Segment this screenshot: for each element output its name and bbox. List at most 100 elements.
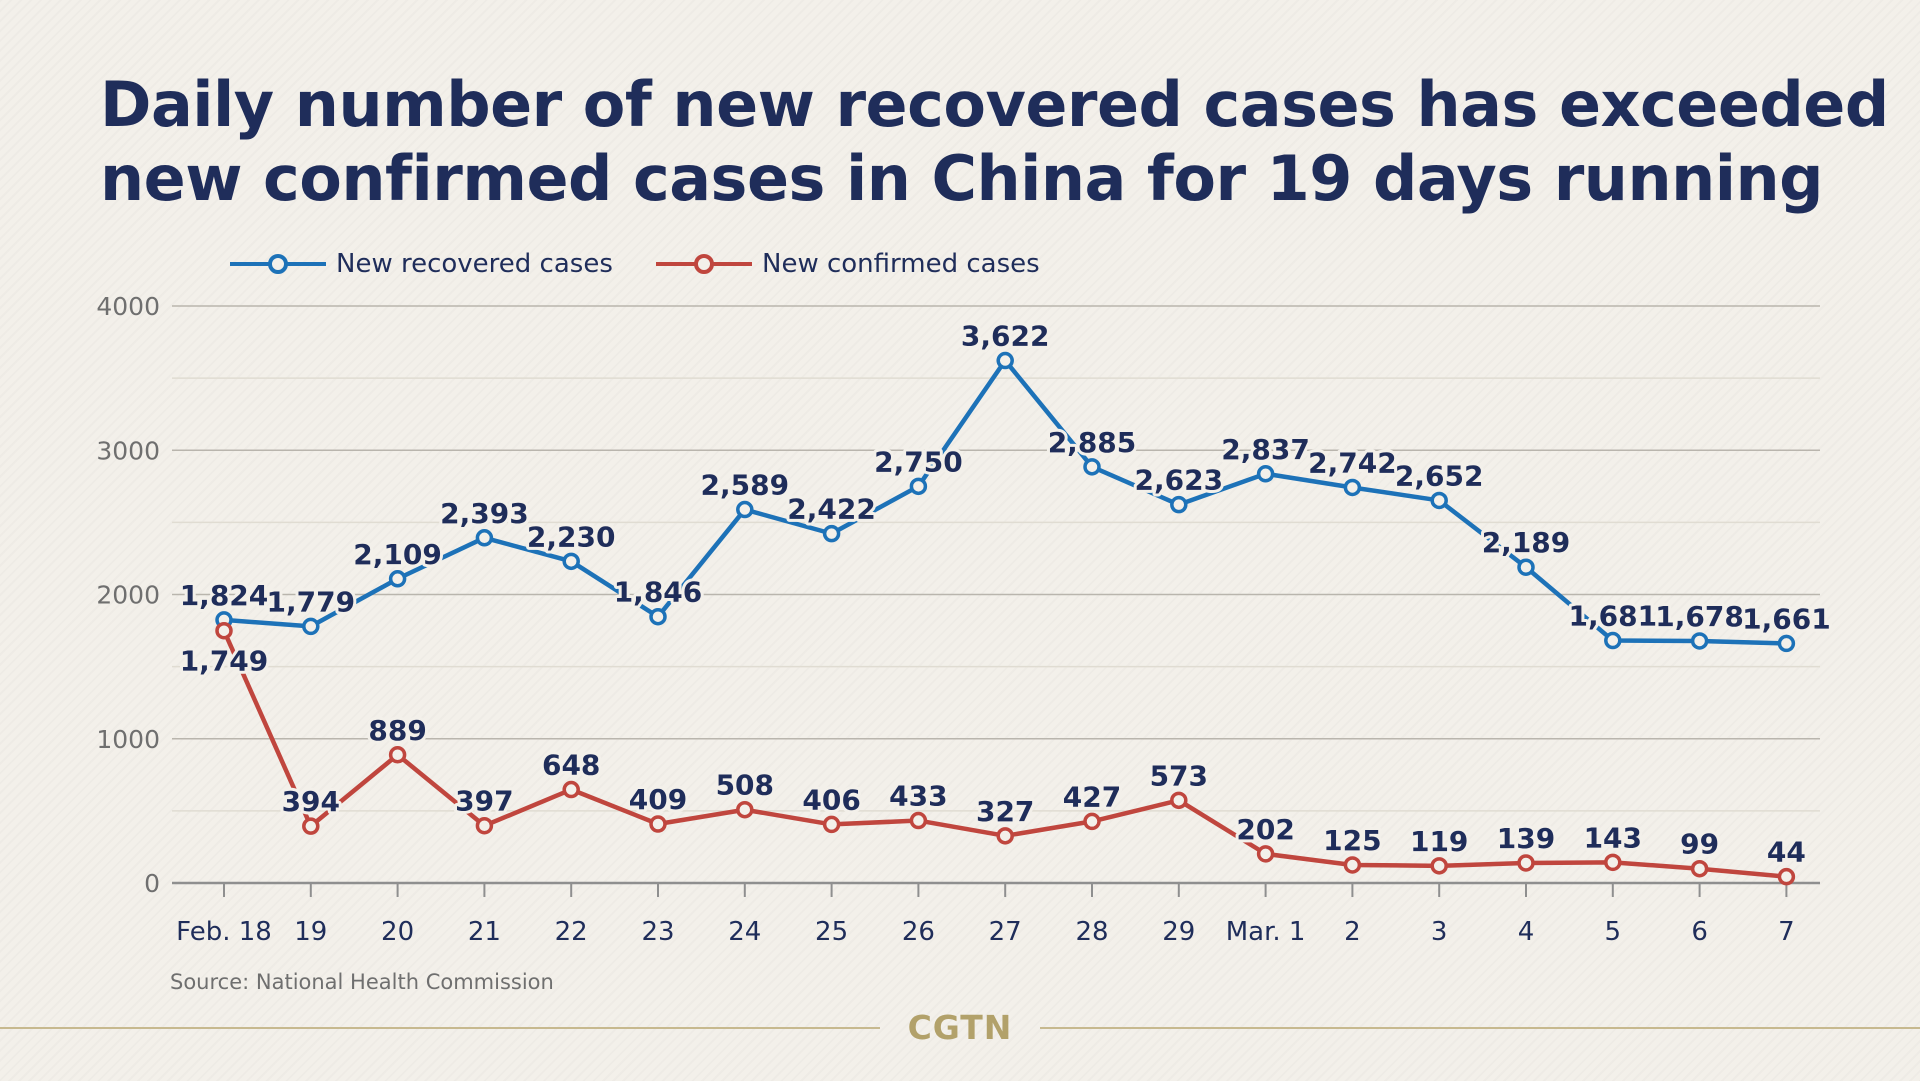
x-tick-label: 6 — [1691, 917, 1708, 947]
legend-swatch-confirmed — [656, 254, 752, 274]
data-point-confirmed — [736, 800, 754, 819]
data-label-recovered: 2,230 — [527, 520, 616, 553]
chart-title-line-2: new confirmed cases in China for 19 days… — [100, 142, 1824, 215]
data-point-confirmed — [388, 746, 407, 764]
data-point-recovered — [1256, 465, 1275, 483]
data-label-confirmed: 573 — [1150, 759, 1208, 792]
data-point-recovered — [302, 617, 320, 636]
x-tick-label: 5 — [1605, 917, 1622, 947]
data-point-confirmed — [996, 827, 1014, 845]
data-point-confirmed — [822, 815, 841, 834]
data-label-confirmed: 125 — [1323, 824, 1381, 857]
x-tick-label: 4 — [1518, 917, 1535, 947]
data-point-recovered — [1430, 491, 1448, 510]
data-label-confirmed: 394 — [282, 785, 340, 818]
data-label-confirmed: 139 — [1497, 822, 1555, 855]
y-tick-label: 0 — [144, 869, 160, 898]
data-label-recovered: 2,589 — [701, 469, 790, 502]
data-label-recovered: 2,623 — [1135, 464, 1224, 497]
y-tick-label: 4000 — [96, 292, 160, 321]
data-label-recovered: 3,622 — [961, 320, 1050, 353]
data-point-confirmed — [1604, 853, 1622, 872]
x-tick-label: 21 — [468, 917, 501, 947]
x-tick-label: 20 — [381, 917, 414, 947]
data-point-recovered — [1343, 478, 1362, 497]
data-label-confirmed: 202 — [1236, 813, 1294, 846]
legend-item-recovered: New recovered cases — [228, 246, 613, 282]
x-tick-label: 26 — [902, 917, 935, 947]
data-point-confirmed — [562, 780, 580, 799]
x-tick-label: 29 — [1162, 917, 1195, 947]
data-label-recovered: 2,750 — [874, 445, 963, 478]
y-tick-label: 2000 — [96, 581, 160, 610]
data-label-recovered: 2,422 — [787, 493, 876, 526]
y-tick-label: 3000 — [96, 436, 160, 465]
data-label-recovered: 2,189 — [1482, 526, 1571, 559]
x-tick-label: 25 — [815, 917, 848, 947]
data-label-confirmed: 327 — [976, 795, 1034, 828]
data-point-recovered — [1604, 631, 1622, 650]
data-point-recovered — [475, 529, 494, 547]
data-label-confirmed: 119 — [1410, 825, 1468, 858]
data-label-recovered: 1,779 — [267, 585, 356, 618]
data-label-confirmed: 44 — [1767, 836, 1806, 869]
data-point-confirmed — [1256, 845, 1275, 863]
x-tick-label: 7 — [1778, 917, 1795, 947]
legend-label-confirmed: New confirmed cases — [762, 249, 1040, 279]
data-label-recovered: 2,742 — [1308, 446, 1397, 479]
data-label-confirmed: 1,749 — [180, 645, 269, 678]
data-label-confirmed: 433 — [889, 780, 947, 813]
chart-title-line-1: Daily number of new recovered cases has … — [100, 68, 1889, 141]
data-point-recovered — [822, 524, 841, 543]
data-point-recovered — [909, 477, 928, 496]
data-point-confirmed — [649, 815, 667, 833]
cgtn-logo: CGTN — [907, 1008, 1013, 1047]
data-label-confirmed: 99 — [1680, 828, 1719, 861]
footer-divider-right — [1040, 1027, 1920, 1029]
data-point-recovered — [1690, 632, 1709, 650]
x-tick-label: 24 — [728, 917, 761, 947]
data-point-confirmed — [1430, 857, 1448, 875]
footer-divider-left — [0, 1027, 880, 1029]
x-tick-label: 28 — [1075, 917, 1108, 947]
data-point-recovered — [1083, 458, 1101, 476]
data-point-confirmed — [475, 816, 494, 835]
data-point-confirmed — [1517, 854, 1535, 872]
data-label-recovered: 2,837 — [1221, 433, 1310, 466]
x-tick-label: 3 — [1431, 917, 1448, 947]
data-point-recovered — [388, 570, 407, 588]
data-label-confirmed: 648 — [542, 749, 600, 782]
x-tick-label: 23 — [641, 917, 674, 947]
data-label-confirmed: 143 — [1584, 821, 1642, 854]
data-point-recovered — [996, 351, 1014, 370]
legend-item-confirmed: New confirmed cases — [654, 246, 1040, 282]
x-tick-label: 19 — [294, 917, 327, 947]
legend-label-recovered: New recovered cases — [336, 249, 613, 279]
x-tick-label: 27 — [989, 917, 1022, 947]
data-point-confirmed — [302, 817, 320, 835]
data-label-recovered: 1,661 — [1742, 602, 1831, 635]
chart-title: Daily number of new recovered cases has … — [100, 68, 1889, 216]
data-point-recovered — [649, 607, 667, 626]
data-label-recovered: 1,824 — [180, 579, 269, 612]
data-label-confirmed: 397 — [455, 785, 513, 818]
y-tick-label: 1000 — [96, 725, 160, 754]
data-point-confirmed — [215, 621, 233, 640]
data-label-recovered: 1,681 — [1569, 600, 1658, 633]
data-label-confirmed: 508 — [716, 769, 774, 802]
source-note: Source: National Health Commission — [170, 970, 554, 994]
data-point-recovered — [562, 552, 580, 571]
data-label-confirmed: 427 — [1063, 780, 1121, 813]
data-label-recovered: 2,885 — [1048, 426, 1137, 459]
data-label-recovered: 2,393 — [440, 497, 529, 530]
data-point-recovered — [1170, 495, 1188, 514]
data-label-confirmed: 406 — [802, 783, 860, 816]
data-point-recovered — [736, 500, 754, 519]
x-tick-label: Mar. 1 — [1226, 917, 1306, 947]
data-label-recovered: 2,109 — [353, 538, 442, 571]
data-label-confirmed: 409 — [629, 783, 687, 816]
data-point-confirmed — [909, 811, 928, 830]
data-point-confirmed — [1690, 859, 1709, 878]
data-point-recovered — [1517, 558, 1535, 576]
